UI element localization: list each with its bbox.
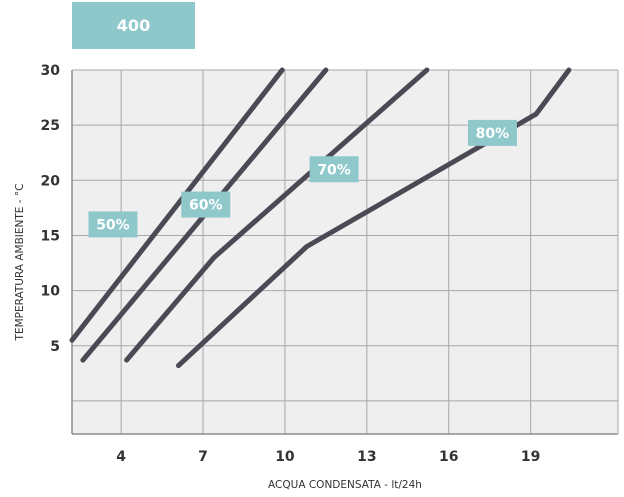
y-axis-title: TEMPERATURA AMBIENTE - °C bbox=[14, 184, 26, 342]
series-label-box bbox=[88, 211, 138, 238]
x-tick-label: 16 bbox=[439, 449, 458, 465]
series-label-box bbox=[309, 156, 359, 183]
x-tick-label: 13 bbox=[357, 449, 376, 465]
x-tick-label: 4 bbox=[116, 449, 126, 465]
series-line-80pct bbox=[176, 67, 572, 369]
series-label: 50% bbox=[96, 217, 130, 233]
x-axis-title: ACQUA CONDENSATA - lt/24h bbox=[268, 479, 422, 491]
y-tick-label: 10 bbox=[41, 284, 61, 300]
series-label: 80% bbox=[476, 126, 510, 142]
y-tick-label: 15 bbox=[41, 228, 60, 244]
plot-area bbox=[72, 70, 618, 434]
x-tick-label: 7 bbox=[198, 449, 208, 465]
x-tick-label: 10 bbox=[275, 449, 295, 465]
series-label: 60% bbox=[189, 198, 223, 214]
series-line-70pct bbox=[124, 67, 430, 363]
y-tick-label: 30 bbox=[41, 63, 61, 79]
y-tick-label: 5 bbox=[50, 339, 60, 355]
series-label: 70% bbox=[317, 162, 351, 178]
series-label-box bbox=[467, 119, 517, 146]
series-line-50pct bbox=[69, 67, 285, 343]
y-tick-label: 25 bbox=[41, 118, 60, 134]
series-label-box bbox=[181, 191, 231, 218]
model-badge: 400 bbox=[72, 2, 195, 49]
y-tick-label: 20 bbox=[41, 173, 61, 189]
x-tick-label: 19 bbox=[521, 449, 540, 465]
